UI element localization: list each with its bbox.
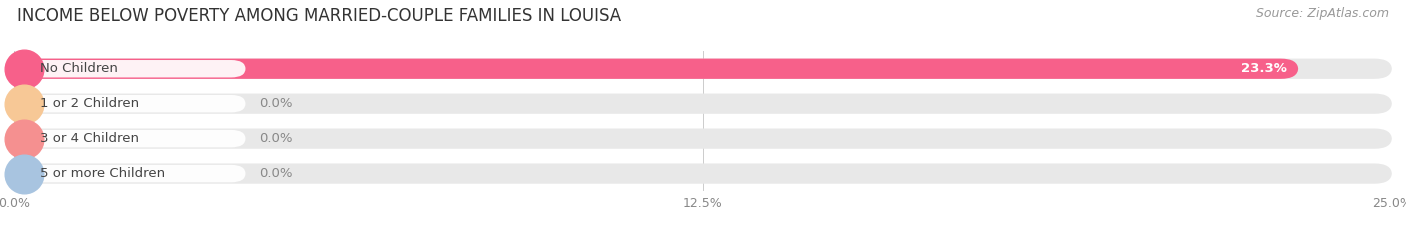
FancyBboxPatch shape — [14, 130, 246, 147]
FancyBboxPatch shape — [14, 129, 1392, 149]
Text: 23.3%: 23.3% — [1241, 62, 1288, 75]
Text: 0.0%: 0.0% — [259, 167, 292, 180]
FancyBboxPatch shape — [14, 59, 1392, 79]
FancyBboxPatch shape — [14, 60, 246, 77]
Text: Source: ZipAtlas.com: Source: ZipAtlas.com — [1256, 7, 1389, 20]
Text: No Children: No Children — [41, 62, 118, 75]
FancyBboxPatch shape — [14, 59, 1298, 79]
Text: 5 or more Children: 5 or more Children — [41, 167, 166, 180]
Text: INCOME BELOW POVERTY AMONG MARRIED-COUPLE FAMILIES IN LOUISA: INCOME BELOW POVERTY AMONG MARRIED-COUPL… — [17, 7, 621, 25]
Text: 0.0%: 0.0% — [259, 97, 292, 110]
FancyBboxPatch shape — [14, 165, 246, 182]
Text: 1 or 2 Children: 1 or 2 Children — [41, 97, 139, 110]
Text: 3 or 4 Children: 3 or 4 Children — [41, 132, 139, 145]
FancyBboxPatch shape — [14, 164, 1392, 184]
FancyBboxPatch shape — [14, 95, 246, 112]
Text: 0.0%: 0.0% — [259, 132, 292, 145]
FancyBboxPatch shape — [14, 93, 1392, 114]
